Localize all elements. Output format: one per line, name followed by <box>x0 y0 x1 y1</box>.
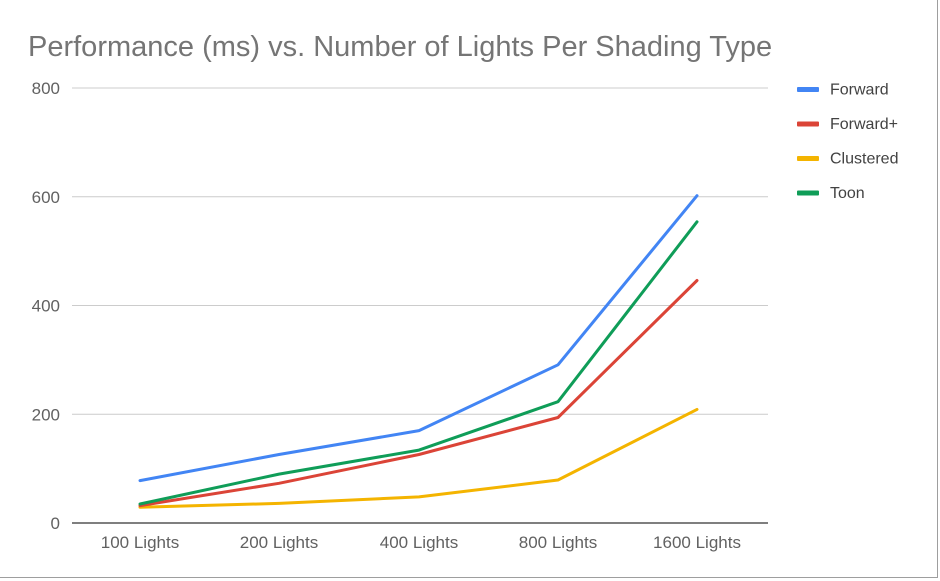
series-line-clustered <box>138 407 699 509</box>
y-tick-label: 400 <box>32 297 60 316</box>
y-tick-label: 0 <box>51 514 60 533</box>
series-line-forward-plus <box>138 279 699 508</box>
legend-swatch-clustered <box>797 156 819 161</box>
legend-label-forward-plus: Forward+ <box>830 116 898 133</box>
y-tick-label: 600 <box>32 188 60 207</box>
y-tick-label: 200 <box>32 405 60 424</box>
legend-swatch-forward-plus <box>797 121 819 127</box>
series-line-forward <box>138 194 699 483</box>
y-axis-ticks: 0 200 400 600 800 <box>32 79 60 533</box>
legend-swatch-forward <box>797 87 819 92</box>
gridlines <box>72 87 768 524</box>
legend: Forward Forward+ Clustered Toon <box>797 82 898 202</box>
y-tick-label: 800 <box>32 79 60 98</box>
x-tick-label: 800 Lights <box>519 533 597 552</box>
legend-label-toon: Toon <box>830 185 865 202</box>
x-tick-label: 1600 Lights <box>653 533 741 552</box>
chart-title: Performance (ms) vs. Number of Lights Pe… <box>28 31 772 63</box>
legend-swatch-toon <box>797 190 819 196</box>
series-line-toon <box>138 220 699 506</box>
legend-label-clustered: Clustered <box>830 151 898 168</box>
x-tick-label: 400 Lights <box>380 533 458 552</box>
x-tick-label: 200 Lights <box>240 533 318 552</box>
legend-label-forward: Forward <box>830 82 889 99</box>
x-axis-ticks: 100 Lights 200 Lights 400 Lights 800 Lights… <box>101 533 741 552</box>
series-lines <box>138 194 699 509</box>
x-tick-label: 100 Lights <box>101 533 179 552</box>
